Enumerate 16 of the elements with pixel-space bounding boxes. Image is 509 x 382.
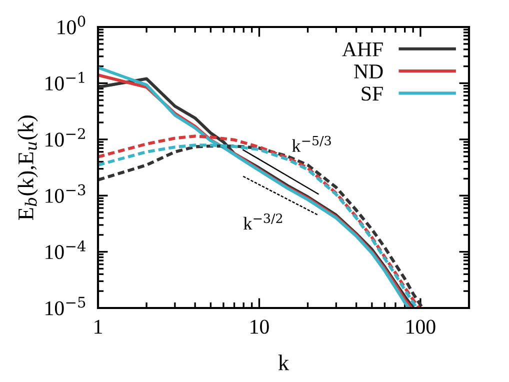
y-tick-label: 10$^{0}$ xyxy=(58,16,86,34)
annotation: k$^{−3/2}$ xyxy=(244,214,282,230)
y-axis-title: E$_{b}$(k),E$_{u}$(k) xyxy=(18,116,38,220)
x-axis-title: k xyxy=(278,354,290,370)
y-tick-label: 10$^{−2}$ xyxy=(46,128,85,147)
x-tick-label: 1 xyxy=(94,320,102,334)
legend-label: SF xyxy=(362,86,383,101)
legend-label: ND xyxy=(354,64,383,78)
y-tick-label: 10$^{−1}$ xyxy=(46,72,84,90)
y-tick-label: 10$^{−4}$ xyxy=(46,240,86,260)
y-tick-label: 10$^{−3}$ xyxy=(46,184,86,203)
x-tick-label: 10 xyxy=(250,320,269,334)
y-tick-label: 10$^{−5}$ xyxy=(46,296,86,316)
x-tick-label: 100 xyxy=(406,320,436,334)
annotation: k$^{−5/3}$ xyxy=(292,136,331,152)
legend-label: AHF xyxy=(342,42,383,56)
